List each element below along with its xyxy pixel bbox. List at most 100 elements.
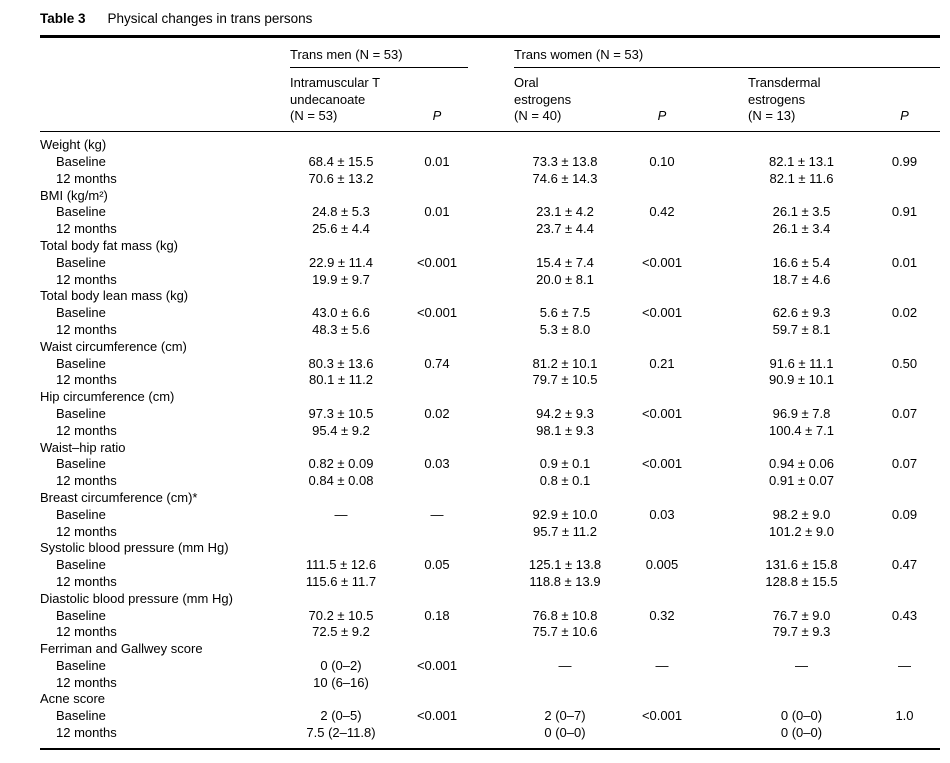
row-label: 12 months (56, 321, 117, 337)
p-value-cell (406, 372, 468, 389)
data-row: 12 months 0.84 ± 0.08 0.8 ± 0.1 0.91 ± 0.07 (40, 473, 940, 490)
row-label: Baseline (56, 305, 106, 321)
p-value-cell: 0.07 (891, 456, 918, 472)
value-cell: 48.3 ± 5.6 (312, 321, 370, 337)
value-cell: 111.5 ± 12.6 (305, 557, 377, 573)
column-gutter (468, 423, 500, 440)
p-value-cell (869, 725, 940, 749)
row-label: Baseline (56, 657, 106, 673)
column-gutter (468, 574, 500, 591)
value-cell: 95.7 ± 11.2 (533, 523, 597, 539)
column-gutter (468, 675, 500, 692)
column-gutter (468, 624, 500, 641)
p-value-cell: 0.01 (891, 254, 918, 270)
category-row: Diastolic blood pressure (mm Hg) (40, 591, 940, 608)
value-cell: 5.3 ± 8.0 (539, 321, 591, 337)
value-cell: 0 (0–2) (320, 657, 362, 673)
column-gutter (468, 473, 500, 490)
value-cell: 0 (0–0) (544, 725, 586, 741)
column-gutter (468, 171, 500, 188)
column-gutter (468, 204, 500, 221)
header-gutter-1 (468, 67, 500, 133)
column-gutter (468, 708, 500, 725)
column-gutter (694, 473, 734, 490)
table-body: Weight (kg) Baseline 68.4 ± 15.5 0.01 73.3 ±… (40, 132, 940, 749)
p-value-cell: <0.001 (641, 305, 683, 321)
category-label: BMI (kg/m²) (40, 187, 108, 203)
value-cell: 118.8 ± 13.9 (529, 573, 601, 589)
category-label: Waist–hip ratio (40, 439, 126, 455)
category-row: Total body fat mass (kg) (40, 238, 940, 255)
value-cell: 80.3 ± 13.6 (308, 355, 374, 371)
p-value-cell (630, 675, 694, 692)
value-cell (500, 675, 630, 692)
value-cell: 79.7 ± 10.5 (532, 372, 598, 388)
row-label: 12 months (56, 221, 117, 237)
value-cell: 81.2 ± 10.1 (532, 355, 598, 371)
value-cell: 79.7 ± 9.3 (772, 624, 831, 640)
p-value-cell: 1.0 (895, 708, 914, 724)
value-cell: 72.5 ± 9.2 (312, 624, 370, 640)
p-value-cell (630, 524, 694, 541)
group-trans-women: Trans women (N = 53) (500, 37, 940, 68)
data-row: Baseline 111.5 ± 12.6 0.05 125.1 ± 13.8 0.00… (40, 557, 940, 574)
value-cell: 26.1 ± 3.5 (772, 204, 831, 220)
category-label: Breast circumference (cm)* (40, 489, 198, 505)
value-cell: 96.9 ± 7.8 (772, 405, 831, 421)
p-value-cell (630, 574, 694, 591)
p-value-cell: 0.18 (424, 607, 450, 623)
data-row: 12 months 95.4 ± 9.2 98.1 ± 9.3 100.4 ± 7.1 (40, 423, 940, 440)
value-cell: — (795, 657, 808, 673)
data-row: Baseline — — 92.9 ± 10.0 0.03 98.2 ± 9.0 0.09 (40, 507, 940, 524)
p-value-cell: <0.001 (416, 657, 458, 673)
value-cell: 101.2 ± 9.0 (769, 523, 834, 539)
category-label: Weight (kg) (40, 137, 107, 153)
value-cell: 97.3 ± 10.5 (308, 405, 374, 421)
value-cell: 22.9 ± 11.4 (309, 254, 373, 270)
column-gutter (468, 305, 500, 322)
p-value-cell: 0.74 (424, 355, 450, 371)
value-cell: 18.7 ± 4.6 (772, 271, 831, 287)
column-gutter (468, 322, 500, 339)
data-row: 12 months 80.1 ± 11.2 79.7 ± 10.5 90.9 ± 10… (40, 372, 940, 389)
p-value-cell: 0.47 (891, 557, 918, 573)
p-value-cell: 0.005 (645, 557, 679, 573)
p-value-cell: 0.21 (649, 355, 675, 371)
p-value-cell: <0.001 (416, 305, 458, 321)
p-value-cell: 0.32 (649, 607, 675, 623)
p-value-cell (406, 524, 468, 541)
value-cell: 23.1 ± 4.2 (536, 204, 594, 220)
p-value-cell (630, 322, 694, 339)
value-cell: 82.1 ± 13.1 (769, 153, 834, 169)
p-value-cell (869, 221, 940, 238)
value-cell: 80.1 ± 11.2 (309, 372, 373, 388)
p-value-cell (630, 171, 694, 188)
p-value-cell (869, 473, 940, 490)
p-value-cell (869, 675, 940, 692)
p-value-cell: 0.10 (649, 153, 675, 169)
column-gutter (468, 524, 500, 541)
p-value-cell (406, 473, 468, 490)
column-gutter (694, 456, 734, 473)
data-row: 12 months 7.5 (2–11.8) 0 (0–0) 0 (0–0) (40, 725, 940, 749)
p-value-cell (406, 624, 468, 641)
p-value-cell: — (655, 657, 669, 673)
column-gutter (694, 255, 734, 272)
p-value-cell (406, 322, 468, 339)
p-value-cell (406, 221, 468, 238)
p-value-cell (630, 372, 694, 389)
column-gutter (468, 221, 500, 238)
data-row: 12 months 25.6 ± 4.4 23.7 ± 4.4 26.1 ± 3.4 (40, 221, 940, 238)
data-row: Baseline 2 (0–5) <0.001 2 (0–7) <0.001 0 (0–0… (40, 708, 940, 725)
value-cell: 59.7 ± 8.1 (772, 321, 831, 337)
empty-corner-cell (40, 37, 276, 68)
column-gutter (694, 675, 734, 692)
row-label: 12 months (56, 725, 117, 741)
column-gutter (694, 708, 734, 725)
p-value-cell: 0.91 (891, 204, 918, 220)
group-header-row: Trans men (N = 53) Trans women (N = 53) (40, 37, 940, 68)
column-gutter (468, 272, 500, 289)
value-cell: 19.9 ± 9.7 (312, 271, 370, 287)
row-label: 12 months (56, 271, 117, 287)
data-row: 12 months 95.7 ± 11.2 101.2 ± 9.0 (40, 524, 940, 541)
